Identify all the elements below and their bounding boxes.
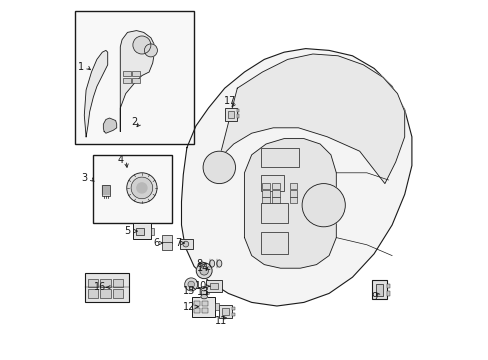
Circle shape — [203, 151, 235, 184]
Bar — [271, 183, 280, 189]
Bar — [289, 190, 297, 197]
Ellipse shape — [201, 294, 207, 299]
Text: 9: 9 — [370, 292, 376, 302]
Text: 8: 8 — [196, 258, 202, 269]
Bar — [123, 71, 131, 76]
Bar — [132, 78, 140, 83]
Text: 11: 11 — [215, 316, 227, 326]
Circle shape — [302, 184, 345, 227]
Bar — [214, 303, 219, 310]
Bar — [260, 148, 298, 167]
Bar — [205, 280, 222, 292]
Bar — [202, 301, 208, 306]
Text: 14: 14 — [197, 263, 209, 273]
Bar — [93, 155, 172, 223]
Text: 16: 16 — [94, 282, 106, 292]
Text: 3: 3 — [81, 173, 87, 183]
Bar — [113, 279, 122, 287]
Bar — [222, 308, 229, 315]
Polygon shape — [181, 49, 411, 306]
Bar — [88, 279, 98, 287]
Bar — [386, 291, 389, 296]
Bar — [236, 114, 239, 118]
Bar — [375, 284, 382, 296]
Text: 6: 6 — [153, 238, 159, 248]
Bar — [260, 175, 284, 191]
Bar — [224, 108, 236, 121]
Polygon shape — [219, 54, 404, 184]
Bar — [271, 190, 280, 197]
Bar — [194, 308, 200, 313]
Bar — [209, 283, 218, 289]
Bar — [132, 71, 140, 76]
Bar — [202, 308, 208, 313]
Bar — [133, 223, 151, 239]
Bar — [260, 232, 287, 254]
Ellipse shape — [216, 260, 222, 267]
Bar — [101, 279, 110, 287]
Bar — [102, 185, 110, 196]
Bar — [162, 242, 172, 250]
Circle shape — [184, 278, 197, 291]
Circle shape — [126, 173, 157, 203]
Bar — [191, 297, 214, 317]
Polygon shape — [120, 31, 154, 131]
Circle shape — [200, 266, 208, 275]
Bar — [289, 183, 297, 189]
Text: 15: 15 — [182, 286, 195, 296]
Bar — [227, 111, 233, 118]
Bar — [289, 197, 297, 203]
Circle shape — [133, 36, 151, 54]
Bar — [194, 301, 200, 306]
Text: 2: 2 — [131, 117, 138, 127]
Text: 1: 1 — [78, 62, 83, 72]
Text: 10: 10 — [195, 281, 207, 291]
Bar — [75, 11, 194, 144]
Polygon shape — [244, 139, 336, 268]
Bar — [232, 313, 235, 316]
Bar — [136, 228, 143, 235]
Polygon shape — [84, 50, 107, 137]
Bar — [201, 289, 207, 297]
Bar — [113, 289, 122, 298]
Bar — [236, 109, 239, 112]
Text: 12: 12 — [182, 302, 195, 312]
Bar — [371, 280, 386, 299]
Text: 4: 4 — [117, 155, 123, 165]
Bar — [386, 284, 389, 288]
Circle shape — [196, 263, 212, 279]
Polygon shape — [103, 118, 117, 133]
Ellipse shape — [209, 260, 214, 267]
Circle shape — [137, 183, 146, 193]
Text: 17: 17 — [224, 96, 236, 106]
Bar — [232, 307, 235, 310]
Bar — [123, 78, 131, 83]
Text: 7: 7 — [174, 238, 181, 248]
Circle shape — [187, 281, 194, 288]
Bar — [260, 203, 287, 223]
Circle shape — [144, 44, 157, 57]
Bar — [151, 228, 154, 235]
Bar — [88, 289, 98, 298]
Bar — [261, 190, 270, 197]
Bar — [84, 273, 129, 302]
Bar — [101, 289, 110, 298]
Ellipse shape — [201, 287, 207, 291]
Bar — [271, 197, 280, 203]
Bar — [261, 197, 270, 203]
Bar — [261, 183, 270, 189]
Text: 5: 5 — [124, 226, 130, 236]
Circle shape — [183, 241, 188, 247]
Bar — [219, 305, 232, 318]
Bar — [180, 239, 193, 249]
Circle shape — [131, 177, 152, 199]
Bar — [162, 235, 172, 243]
Text: 13: 13 — [197, 287, 209, 297]
